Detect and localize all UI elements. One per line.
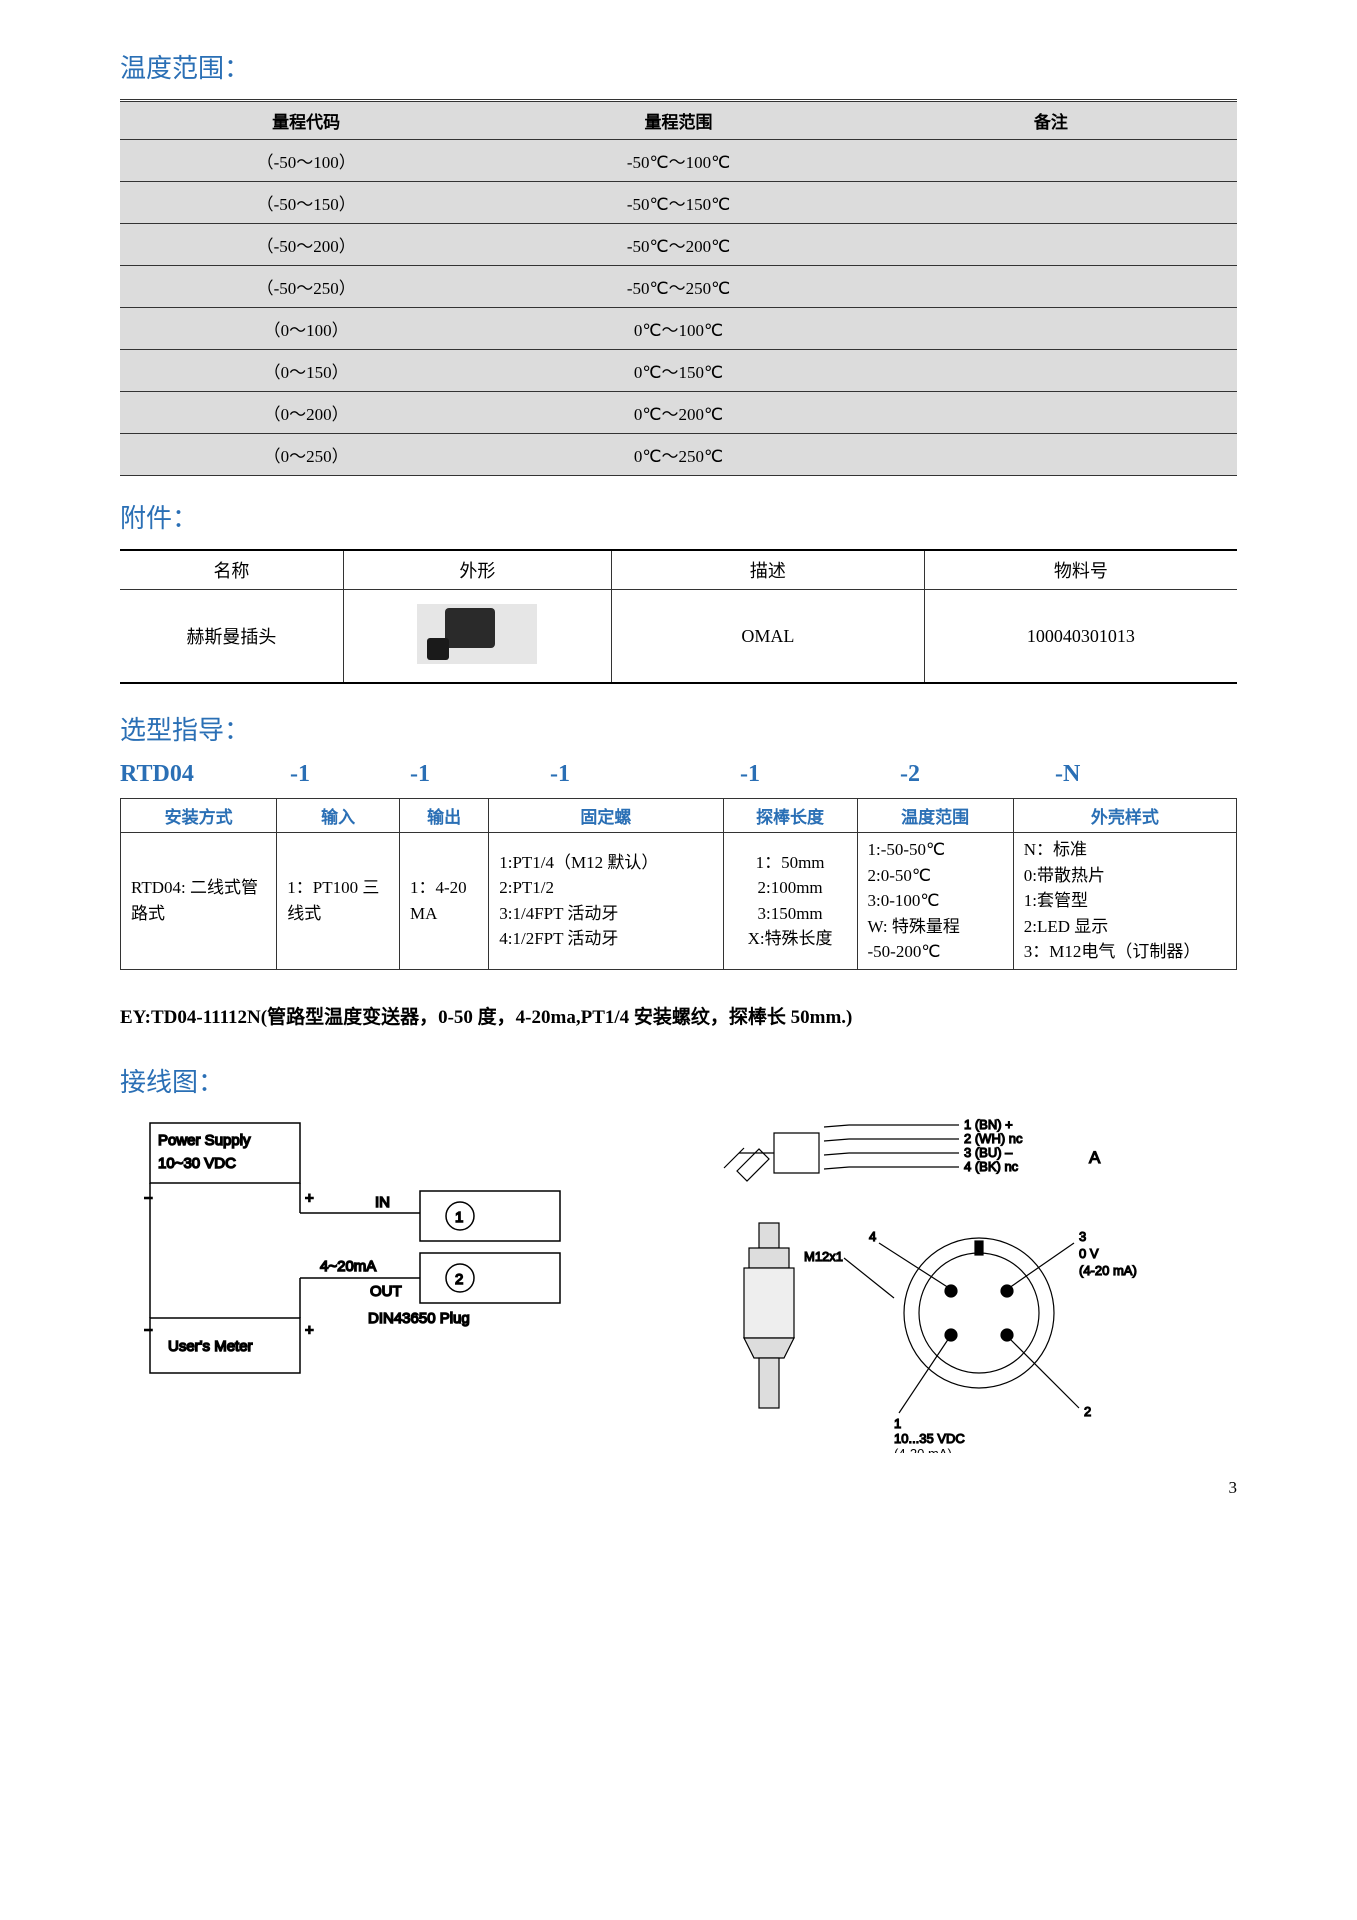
pin1-ma: (4-20 mA) bbox=[894, 1446, 952, 1453]
model-part: RTD04 bbox=[120, 761, 290, 788]
svg-text:2: 2 bbox=[455, 1271, 463, 1288]
th-note: 备注 bbox=[1034, 113, 1068, 132]
m12-label: M12x1 bbox=[804, 1249, 843, 1264]
section-heading-accessories: 附件： bbox=[120, 498, 1237, 535]
model-part: -N bbox=[1055, 761, 1135, 788]
pin3-num: 3 bbox=[1079, 1229, 1086, 1244]
model-part: -1 bbox=[410, 761, 550, 788]
pin2-num: 2 bbox=[1084, 1404, 1091, 1419]
sel-c5: 1：50mm2:100mm3:150mmX:特殊长度 bbox=[723, 833, 857, 970]
sel-th-input: 输入 bbox=[321, 808, 355, 827]
acc-name: 赫斯曼插头 bbox=[186, 627, 276, 647]
out-label: OUT bbox=[370, 1283, 402, 1300]
sel-th-shell: 外壳样式 bbox=[1091, 808, 1159, 827]
acc-partno: 100040301013 bbox=[1027, 626, 1135, 646]
sel-c3: 1：4-20 MA bbox=[399, 833, 488, 970]
pin3-ma: (4-20 mA) bbox=[1079, 1263, 1137, 1278]
sel-c6: 1:-50-50℃2:0-50℃3:0-100℃W: 特殊量程-50-200℃ bbox=[857, 833, 1013, 970]
temp-row: （-50～150）-50℃～150℃ bbox=[120, 182, 1237, 224]
acc-desc: OMAL bbox=[741, 626, 794, 646]
temperature-range-table: 量程代码 量程范围 备注 （-50～100）-50℃～100℃（-50～150）… bbox=[120, 99, 1237, 476]
svg-text:+: + bbox=[305, 1190, 314, 1207]
selection-guide-table: 安装方式 输入 输出 固定螺 探棒长度 温度范围 外壳样式 RTD04: 二线式… bbox=[120, 798, 1237, 970]
accessories-table: 名称 外形 描述 物料号 赫斯曼插头 OMAL 100040301013 bbox=[120, 549, 1237, 684]
pin4-label: 4 (BK) nc bbox=[964, 1159, 1019, 1174]
sel-c7: N：标准0:带散热片1:套管型2:LED 显示3：M12电气（订制器） bbox=[1013, 833, 1236, 970]
wiring-diagram-right: 1 (BN) + 2 (WH) nc 3 (BU) – 4 (BK) nc A … bbox=[699, 1113, 1238, 1458]
power-supply-label: Power Supply bbox=[158, 1132, 251, 1149]
svg-text:−: − bbox=[144, 1190, 153, 1207]
pin2-label: 2 (WH) nc bbox=[964, 1131, 1023, 1146]
section-heading-temperature: 温度范围： bbox=[120, 48, 1237, 85]
model-part: -1 bbox=[550, 761, 740, 788]
temp-row: （0～250）0℃～250℃ bbox=[120, 434, 1237, 476]
sel-c2: 1：PT100 三线式 bbox=[277, 833, 400, 970]
in-label: IN bbox=[375, 1194, 390, 1211]
th-range: 量程范围 bbox=[644, 113, 712, 132]
power-supply-voltage: 10~30 VDC bbox=[158, 1155, 236, 1172]
model-part: -1 bbox=[740, 761, 900, 788]
acc-th-partno: 物料号 bbox=[1054, 561, 1108, 581]
pin3-label: 3 (BU) – bbox=[964, 1145, 1013, 1160]
model-code-line: RTD04-1-1-1-1-2-N bbox=[120, 761, 1237, 788]
th-code: 量程代码 bbox=[272, 113, 340, 132]
temp-row: （0～100）0℃～100℃ bbox=[120, 308, 1237, 350]
pin1-label: 1 (BN) + bbox=[964, 1117, 1013, 1132]
model-part: -2 bbox=[900, 761, 1055, 788]
pin1-vdc: 10...35 VDC bbox=[894, 1431, 965, 1446]
sel-th-probe: 探棒长度 bbox=[756, 808, 824, 827]
temp-row: （-50～200）-50℃～200℃ bbox=[120, 224, 1237, 266]
ma-label: 4~20mA bbox=[320, 1258, 376, 1275]
label-a: A bbox=[1089, 1148, 1101, 1167]
pin4-num: 4 bbox=[869, 1229, 876, 1244]
sel-c1: RTD04: 二线式管路式 bbox=[121, 833, 277, 970]
acc-th-name: 名称 bbox=[213, 561, 249, 581]
wiring-diagram-left: Power Supply 10~30 VDC − + IN 1 4~20mA O… bbox=[120, 1113, 659, 1398]
din-plug-label: DIN43650 Plug bbox=[368, 1310, 470, 1327]
example-model-text: EY:TD04-11112N(管路型温度变送器，0-50 度，4-20ma,PT… bbox=[120, 1004, 1237, 1033]
svg-text:+: + bbox=[305, 1322, 314, 1339]
svg-text:−: − bbox=[144, 1322, 153, 1339]
model-part: -1 bbox=[290, 761, 410, 788]
connector-image bbox=[417, 604, 537, 664]
sel-th-screw: 固定螺 bbox=[580, 808, 631, 827]
temp-row: （-50～250）-50℃～250℃ bbox=[120, 266, 1237, 308]
pin3-0v: 0 V bbox=[1079, 1246, 1099, 1261]
users-meter-label: User's Meter bbox=[168, 1338, 253, 1355]
accessory-row: 赫斯曼插头 OMAL 100040301013 bbox=[120, 590, 1237, 684]
temp-row: （0～150）0℃～150℃ bbox=[120, 350, 1237, 392]
temp-row: （0～200）0℃～200℃ bbox=[120, 392, 1237, 434]
acc-th-desc: 描述 bbox=[750, 561, 786, 581]
temp-row: （-50～100）-50℃～100℃ bbox=[120, 140, 1237, 182]
sel-c4: 1:PT1/4（M12 默认）2:PT1/23:1/4FPT 活动牙4:1/2F… bbox=[489, 833, 723, 970]
svg-text:1: 1 bbox=[455, 1209, 463, 1226]
sel-th-temp: 温度范围 bbox=[901, 808, 969, 827]
pin1-num: 1 bbox=[894, 1416, 901, 1431]
section-heading-wiring: 接线图： bbox=[120, 1062, 1237, 1099]
sel-th-install: 安装方式 bbox=[165, 808, 233, 827]
selection-row: RTD04: 二线式管路式 1：PT100 三线式 1：4-20 MA 1:PT… bbox=[121, 833, 1237, 970]
page-number: 3 bbox=[120, 1478, 1237, 1498]
sel-th-output: 输出 bbox=[427, 808, 461, 827]
section-heading-selection: 选型指导： bbox=[120, 710, 1237, 747]
acc-th-shape: 外形 bbox=[459, 561, 495, 581]
